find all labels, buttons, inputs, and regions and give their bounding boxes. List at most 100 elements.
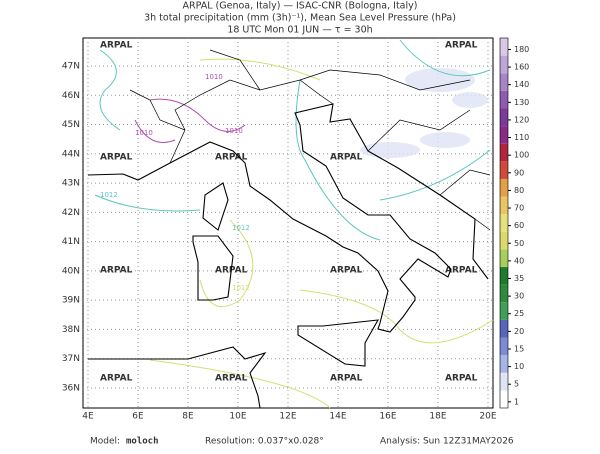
colorbar-segment bbox=[500, 390, 508, 408]
lat-label: 41N bbox=[62, 237, 80, 247]
colorbar-segment bbox=[500, 231, 508, 250]
lat-label: 36N bbox=[62, 383, 80, 393]
precip-patches bbox=[360, 68, 488, 158]
lon-label: 14E bbox=[329, 412, 346, 422]
lon-label: 18E bbox=[429, 412, 446, 422]
border bbox=[129, 49, 491, 231]
colorbar-label: 60 bbox=[514, 221, 524, 230]
lat-label: 37N bbox=[62, 354, 80, 364]
colorbar-segment bbox=[500, 249, 508, 268]
colorbar-segment bbox=[500, 126, 508, 144]
watermark: ARPAL bbox=[330, 153, 363, 163]
watermark: ARPAL bbox=[215, 153, 248, 163]
watermark: ARPAL bbox=[100, 266, 133, 276]
colorbar-label: 20 bbox=[514, 327, 524, 336]
isobar bbox=[134, 98, 246, 143]
isobar-label: 1010 bbox=[225, 127, 243, 135]
coastline bbox=[87, 103, 489, 333]
watermark: ARPAL bbox=[445, 41, 478, 51]
lon-label: 8E bbox=[182, 412, 194, 422]
lat-label: 45N bbox=[62, 120, 80, 130]
isobar-label: 1010 bbox=[205, 73, 223, 81]
colorbar-label: 30 bbox=[514, 292, 524, 301]
colorbar-segment bbox=[500, 108, 508, 127]
colorbar-segment bbox=[500, 214, 508, 232]
colorbar-label: 140 bbox=[514, 80, 529, 89]
lat-label: 44N bbox=[62, 149, 80, 159]
colorbar-segment bbox=[500, 284, 508, 303]
colorbar-segment bbox=[500, 178, 508, 197]
colorbar-segment bbox=[500, 143, 508, 162]
watermark: ARPAL bbox=[215, 374, 248, 384]
colorbar-label: 100 bbox=[514, 151, 529, 160]
colorbar-segment bbox=[500, 55, 508, 74]
lon-label: 10E bbox=[229, 412, 246, 422]
graticule bbox=[83, 38, 493, 408]
lon-label: 4E bbox=[82, 412, 94, 422]
colorbar-segment bbox=[500, 161, 508, 179]
footer-resolution: Resolution: 0.037°x0.028° bbox=[205, 437, 324, 447]
lon-label: 12E bbox=[279, 412, 296, 422]
footer-analysis: Analysis: Sun 12Z31MAY2026 bbox=[380, 437, 514, 447]
lat-label: 42N bbox=[62, 208, 80, 218]
header-line: ARPAL (Genoa, Italy) — ISAC-CNR (Bologna… bbox=[183, 1, 418, 12]
header-line: 18 UTC Mon 01 JUN — τ = 30h bbox=[227, 25, 372, 36]
watermark: ARPAL bbox=[100, 153, 133, 163]
colorbar-segment bbox=[500, 90, 508, 109]
lat-label: 47N bbox=[62, 62, 80, 72]
coastline-sardinia bbox=[192, 235, 234, 301]
coastline-sicily bbox=[297, 319, 380, 367]
colorbar-segment bbox=[500, 319, 508, 338]
colorbar-label: 15 bbox=[514, 344, 524, 353]
colorbar-label: 25 bbox=[514, 309, 524, 318]
lat-label: 43N bbox=[62, 179, 80, 189]
footer-label: Model: bbox=[90, 437, 120, 447]
lat-label: 40N bbox=[62, 266, 80, 276]
colorbar-segment bbox=[500, 73, 508, 91]
lon-label: 6E bbox=[132, 412, 144, 422]
colorbar-label: 130 bbox=[514, 98, 529, 107]
colorbar-label: 180 bbox=[514, 45, 529, 54]
colorbar-label: 40 bbox=[514, 256, 524, 265]
lat-label: 46N bbox=[62, 91, 80, 101]
colorbar-label: 35 bbox=[514, 274, 524, 283]
watermark: ARPAL bbox=[445, 266, 478, 276]
isobar-label: 1012 bbox=[232, 224, 250, 232]
isobar-label: 1010 bbox=[135, 129, 153, 137]
colorbar-segment bbox=[500, 196, 508, 215]
coastline-corsica bbox=[202, 182, 229, 231]
colorbar-segment bbox=[500, 38, 508, 56]
isobar-label: 1012 bbox=[100, 191, 118, 199]
watermark: ARPAL bbox=[100, 41, 133, 51]
colorbar-label: 10 bbox=[514, 362, 524, 371]
colorbar-label: 120 bbox=[514, 115, 529, 124]
colorbar-segment bbox=[500, 337, 508, 356]
colorbar-label: 90 bbox=[514, 168, 524, 177]
isobar-label: 1012 bbox=[232, 284, 250, 292]
colorbar-label: 1 bbox=[514, 397, 519, 406]
watermark: ARPAL bbox=[330, 374, 363, 384]
colorbar-label: 160 bbox=[514, 63, 529, 72]
watermarks: ARPAL ARPAL ARPAL ARPAL ARPAL ARPAL ARPAL ARPAL… bbox=[100, 41, 478, 384]
colorbar-label: 80 bbox=[514, 186, 524, 195]
colorbar-label: 110 bbox=[514, 133, 529, 142]
watermark: ARPAL bbox=[100, 374, 133, 384]
lat-label: 39N bbox=[62, 296, 80, 306]
colorbar-segment bbox=[500, 372, 508, 391]
colorbar-segment bbox=[500, 267, 508, 285]
colorbar-label: 50 bbox=[514, 239, 524, 248]
isobar bbox=[94, 39, 491, 241]
lon-label: 16E bbox=[379, 412, 396, 422]
isobar-labels: 1010 1010 1010 1012 1012 1012 bbox=[100, 73, 250, 292]
footer-model: moloch bbox=[126, 437, 159, 447]
lon-label: 20E bbox=[479, 412, 496, 422]
header-line: 3h total precipitation (mm (3h)⁻¹), Mean… bbox=[144, 13, 456, 24]
watermark: ARPAL bbox=[330, 266, 363, 276]
coastline-africa bbox=[88, 346, 267, 409]
map: ARPAL ARPAL ARPAL ARPAL ARPAL ARPAL ARPAL ARPAL… bbox=[82, 37, 494, 409]
colorbar-segment bbox=[500, 355, 508, 373]
colorbar-frame bbox=[499, 37, 509, 409]
colorbar-label: 70 bbox=[514, 204, 524, 213]
watermark: ARPAL bbox=[445, 374, 478, 384]
